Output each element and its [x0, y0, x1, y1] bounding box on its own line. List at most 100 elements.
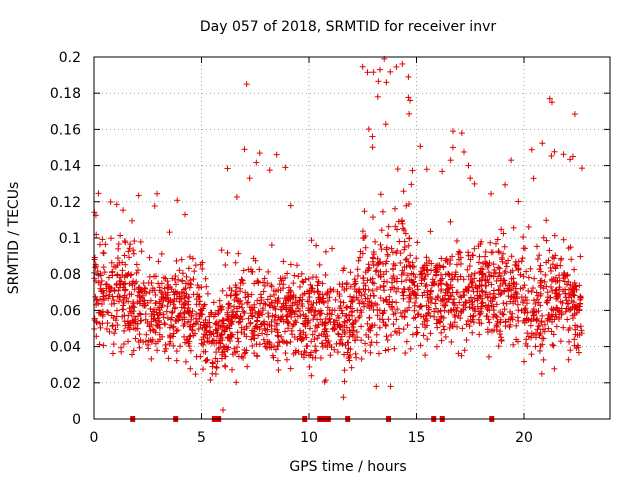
data-point — [288, 327, 295, 334]
data-point — [168, 322, 175, 329]
data-point — [239, 316, 246, 323]
data-point — [259, 307, 266, 314]
data-point — [112, 317, 119, 324]
data-point — [189, 327, 196, 334]
data-point — [325, 319, 332, 326]
data-point — [253, 159, 260, 166]
data-point — [100, 249, 107, 256]
data-point — [164, 278, 171, 285]
data-point — [232, 259, 239, 266]
data-point — [91, 317, 98, 324]
data-point — [104, 320, 111, 326]
data-point — [156, 306, 163, 313]
data-point — [235, 250, 242, 257]
data-point — [98, 277, 105, 284]
data-point — [119, 259, 126, 266]
data-point — [153, 322, 160, 329]
data-point — [299, 335, 306, 342]
data-point — [113, 307, 120, 314]
data-point — [286, 294, 293, 301]
data-point — [95, 190, 102, 197]
data-point — [201, 331, 208, 338]
data-point — [238, 324, 245, 331]
data-point — [238, 276, 245, 283]
data-point — [152, 340, 159, 347]
data-point — [292, 308, 299, 315]
data-point — [287, 287, 294, 294]
data-point — [263, 331, 270, 338]
data-point — [170, 342, 177, 349]
data-point — [103, 281, 110, 288]
data-point — [146, 289, 153, 296]
data-point — [164, 303, 171, 310]
data-point — [218, 355, 225, 362]
data-point — [122, 239, 129, 246]
data-point — [183, 273, 190, 280]
data-point — [214, 329, 221, 336]
data-point — [193, 353, 200, 360]
data-point — [334, 349, 341, 356]
data-point — [349, 331, 356, 338]
data-point — [261, 300, 268, 307]
data-point — [319, 340, 326, 347]
data-point — [164, 315, 171, 322]
data-point — [340, 299, 347, 306]
data-point — [185, 298, 192, 305]
data-point — [133, 269, 140, 276]
data-point — [111, 263, 118, 270]
data-point — [213, 349, 220, 356]
data-point — [120, 296, 127, 303]
data-point — [304, 288, 311, 295]
data-point — [171, 305, 178, 312]
y-tick-label: 0.12 — [50, 195, 81, 211]
data-point — [271, 326, 278, 333]
data-point — [121, 294, 128, 301]
data-point — [125, 248, 132, 255]
data-point — [241, 310, 248, 317]
data-point — [125, 338, 132, 345]
data-point — [311, 308, 318, 315]
data-point — [280, 300, 287, 307]
data-point — [305, 317, 312, 324]
data-point — [179, 270, 186, 277]
data-point — [200, 348, 207, 355]
data-point — [216, 344, 223, 351]
data-point — [179, 277, 186, 284]
data-point — [172, 281, 179, 288]
data-point — [148, 321, 155, 328]
data-point — [254, 314, 261, 321]
data-point — [116, 277, 123, 284]
data-point — [100, 287, 107, 294]
data-point — [242, 289, 249, 296]
data-point — [232, 314, 239, 321]
data-point — [206, 313, 213, 320]
data-point — [146, 254, 153, 261]
data-point — [236, 303, 243, 310]
data-point — [185, 309, 192, 316]
data-point — [182, 358, 189, 365]
data-point — [154, 347, 161, 354]
data-point — [180, 322, 187, 329]
data-point — [122, 286, 129, 293]
data-point — [108, 301, 115, 308]
data-point — [213, 340, 220, 347]
data-point — [337, 298, 344, 305]
data-point — [103, 325, 110, 332]
data-point — [210, 299, 217, 306]
data-point — [336, 305, 343, 312]
data-point — [296, 283, 303, 290]
data-point — [181, 305, 188, 312]
data-point — [114, 293, 121, 300]
data-point — [136, 331, 143, 338]
data-point — [278, 333, 285, 340]
data-point — [220, 320, 227, 327]
data-point — [336, 293, 343, 300]
data-point — [120, 341, 127, 348]
data-point — [137, 238, 144, 245]
data-point — [168, 286, 175, 293]
data-point — [249, 333, 256, 340]
data-point — [92, 264, 99, 271]
data-point — [233, 193, 240, 200]
data-point — [160, 274, 167, 281]
data-point — [97, 296, 104, 303]
